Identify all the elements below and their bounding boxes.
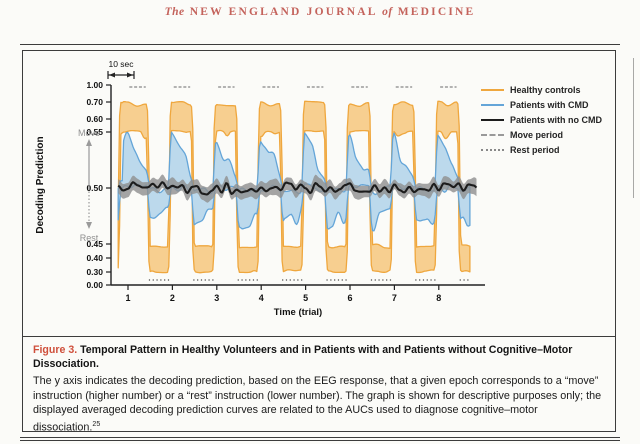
masthead-main: NEW ENGLAND JOURNAL	[189, 6, 377, 18]
y-axis-title: Decoding Prediction	[35, 136, 46, 233]
down-arrow-icon	[86, 222, 92, 229]
y-tick-label: 0.45	[86, 239, 103, 249]
rest-annotation: Rest	[80, 233, 99, 243]
x-tick-label: 7	[392, 293, 397, 303]
chart-legend: Healthy controls Patients with CMD Patient…	[481, 84, 602, 159]
patients-no-cmd-line	[117, 181, 478, 196]
gray-line-swatch-icon	[481, 133, 504, 136]
blue-line-swatch-icon	[481, 103, 504, 106]
legend-label: Patients with no CMD	[510, 114, 602, 125]
decoding-prediction-chart: 1.00 0.70 0.60 0.55 0.50 0.45 0.40 0.30 0.00 1 2 3 4…	[35, 59, 485, 318]
legend-item-black-line: Patients with no CMD	[481, 114, 602, 125]
x-tick-label: 8	[436, 293, 441, 303]
caption-reference: 25	[92, 420, 101, 428]
legend-item-gray-line: Move period	[481, 129, 602, 140]
legend-label: Patients with CMD	[510, 99, 589, 110]
x-tick-label: 2	[170, 293, 175, 303]
y-tick-label: 0.55	[86, 127, 103, 137]
x-tick-label: 3	[214, 293, 219, 303]
caption-body-text: The y axis indicates the decoding predic…	[33, 375, 602, 434]
healthy-controls-band	[117, 100, 471, 274]
up-arrow-icon	[86, 139, 92, 146]
masthead-end: MEDICINE	[397, 6, 476, 18]
y-tick-label: 0.00	[86, 280, 103, 290]
figure-panel: 1.00 0.70 0.60 0.55 0.50 0.45 0.40 0.30 0.00 1 2 3 4…	[22, 50, 616, 337]
x-axis-title: Time (trial)	[274, 307, 322, 318]
caption-body: The y axis indicates the decoding predic…	[33, 374, 605, 435]
scale-bar-left-arrow-icon	[109, 72, 115, 78]
legend-item-blue-line: Patients with CMD	[481, 99, 602, 110]
legend-item-orange-line: Healthy controls	[481, 84, 602, 95]
figure-number-label: Figure 3.	[33, 344, 78, 356]
x-tick-label: 6	[347, 293, 352, 303]
y-tick-label: 0.60	[86, 114, 103, 124]
scale-bar-right-arrow-icon	[127, 72, 133, 78]
x-tick-label: 5	[303, 293, 308, 303]
top-rule	[20, 44, 620, 45]
y-tick-label: 1.00	[86, 80, 103, 90]
masthead-the: The	[164, 6, 185, 18]
legend-item-gray-dotted: Rest period	[481, 144, 602, 155]
page-edge-line	[633, 58, 634, 198]
bottom-double-rule	[20, 437, 620, 441]
scale-bar-label: 10 sec	[108, 59, 134, 69]
x-tick-label: 4	[259, 293, 264, 303]
masthead-of: of	[382, 6, 393, 18]
black-line-swatch-icon	[481, 118, 504, 121]
orange-line-swatch-icon	[481, 88, 504, 91]
caption-title-text: Temporal Pattern in Healthy Volunteers a…	[33, 344, 573, 370]
y-tick-label: 0.30	[86, 267, 103, 277]
journal-masthead: The NEW ENGLAND JOURNAL of MEDICINE	[0, 6, 640, 18]
figure-caption: Figure 3. Temporal Pattern in Healthy Vo…	[22, 337, 616, 435]
legend-label: Rest period	[510, 144, 560, 155]
x-tick-label: 1	[125, 293, 130, 303]
y-tick-label: 0.40	[86, 253, 103, 263]
gray-dotted-swatch-icon	[481, 148, 504, 151]
move-annotation: Move	[78, 128, 100, 138]
legend-label: Healthy controls	[510, 84, 581, 95]
legend-label: Move period	[510, 129, 564, 140]
y-tick-label: 0.50	[86, 183, 103, 193]
caption-title: Figure 3. Temporal Pattern in Healthy Vo…	[33, 343, 605, 371]
y-tick-label: 0.70	[86, 97, 103, 107]
